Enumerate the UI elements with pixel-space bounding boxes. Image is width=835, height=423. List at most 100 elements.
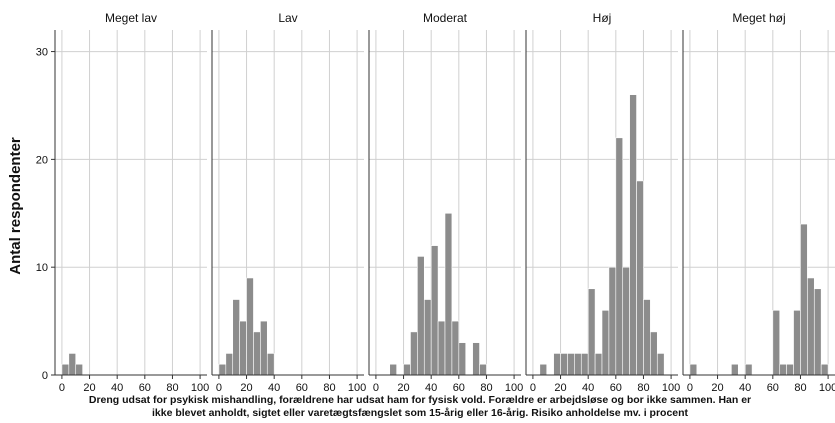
histogram-bar [643,299,651,376]
histogram-bar [403,363,411,376]
histogram-bar [772,310,781,376]
x-tick-label: 20 [711,382,723,394]
histogram-bar [389,363,397,376]
x-tick-label: 20 [83,382,95,394]
histogram-bar [225,353,234,376]
x-tick-label: 80 [637,382,649,394]
x-tick-label: 0 [373,382,379,394]
histogram-bar [744,363,753,376]
histogram-bar [553,353,561,376]
histogram-bar [437,320,446,376]
histogram-bar [807,277,815,376]
panel-title: Meget høj [732,11,785,25]
x-tick-label: 100 [348,382,366,394]
histogram-bar [75,363,83,376]
x-tick-label: 40 [268,382,280,394]
x-tick-label: 60 [453,382,465,394]
y-tick-label: 30 [36,47,48,59]
x-tick-label: 0 [59,382,65,394]
histogram-bar [451,320,460,376]
x-tick-label: 60 [139,382,151,394]
panels-layer: Meget lav 0 20 40 60 80 100 0 10 20 30 Lav 0 20 40 60 80… [36,11,835,394]
histogram-bar [444,212,453,376]
x-tick-label: 40 [739,382,751,394]
y-tick-label: 10 [36,262,48,274]
histogram-bar [786,363,794,376]
panel-1: Meget lav 0 20 40 60 80 100 0 10 20 30 [36,11,210,394]
histogram-bar [239,320,247,376]
x-tick-label: 20 [554,382,566,394]
panel-title: Høj [593,11,612,25]
x-tick-label: 20 [397,382,409,394]
x-tick-label: 80 [166,382,178,394]
histogram-bar [731,363,739,376]
y-tick-label: 20 [36,154,48,166]
histogram-bar [246,277,254,376]
histogram-bar [218,363,227,376]
panel-title: Meget lav [105,11,157,25]
x-tick-label: 80 [794,382,806,394]
histogram-bar [656,353,665,376]
x-tick-label: 100 [191,382,209,394]
histogram-bar [560,353,568,376]
x-tick-label: 40 [582,382,594,394]
y-tick-label: 0 [42,370,48,382]
histogram-bar [458,342,467,376]
histogram-bar [567,353,575,376]
histogram-bar [68,353,77,376]
x-tick-label: 0 [216,382,222,394]
x-tick-label: 0 [530,382,536,394]
histogram-bar [622,266,630,376]
histogram-bar [266,353,275,376]
histogram-bar [587,288,596,376]
histogram-bar [601,310,610,376]
panel-title: Lav [278,11,297,25]
histogram-bar [629,94,637,376]
histogram-bar [615,137,624,376]
x-tick-label: 60 [610,382,622,394]
x-tick-label: 60 [767,382,779,394]
x-axis-label-line-2: ikke blevet anholdt, sigtet eller varetæ… [151,406,689,419]
histogram-bar [820,363,829,376]
x-tick-label: 100 [505,382,523,394]
x-tick-label: 60 [296,382,308,394]
histogram-bar [472,342,480,376]
panel-3: Moderat 0 20 40 60 80 100 [368,11,523,394]
x-tick-label: 100 [819,382,835,394]
histogram-bar [608,266,617,376]
histogram-bar [574,353,582,376]
histogram-bar [253,331,261,376]
x-tick-label: 100 [662,382,680,394]
x-tick-label: 40 [425,382,437,394]
x-axis-label: Dreng udsat for psykisk mishandling, for… [20,394,820,419]
x-tick-label: 80 [323,382,335,394]
histogram-bar [650,331,658,376]
histogram-bar [594,353,603,376]
histogram-bar [689,363,698,376]
histogram-bar [410,331,418,376]
histogram-bar [423,299,432,376]
panel-4: Høj 0 20 40 60 80 100 [525,11,680,394]
panel-title: Moderat [423,11,468,25]
y-axis-label: Antal respondenter [7,137,24,275]
histogram-bar [636,180,644,376]
histogram-bar [580,353,589,376]
histogram-bar [430,245,439,376]
histogram-bar [793,310,801,376]
histogram-bar [417,256,425,376]
histogram-bar [813,288,822,376]
x-axis-label-line-1: Dreng udsat for psykisk mishandling, for… [88,394,752,406]
histogram-bar [260,320,268,376]
histogram-bar [479,363,487,376]
x-tick-label: 20 [240,382,252,394]
x-tick-label: 40 [111,382,123,394]
histogram-bar [539,363,548,376]
panel-5: Meget høj 0 20 40 60 80 100 [682,11,835,394]
histogram-bar [800,223,808,376]
panel-2: Lav 0 20 40 60 80 100 [211,11,366,394]
x-tick-label: 80 [480,382,492,394]
histogram-bar [61,363,70,376]
histogram-bar [232,299,240,376]
histogram-bar [779,363,787,376]
